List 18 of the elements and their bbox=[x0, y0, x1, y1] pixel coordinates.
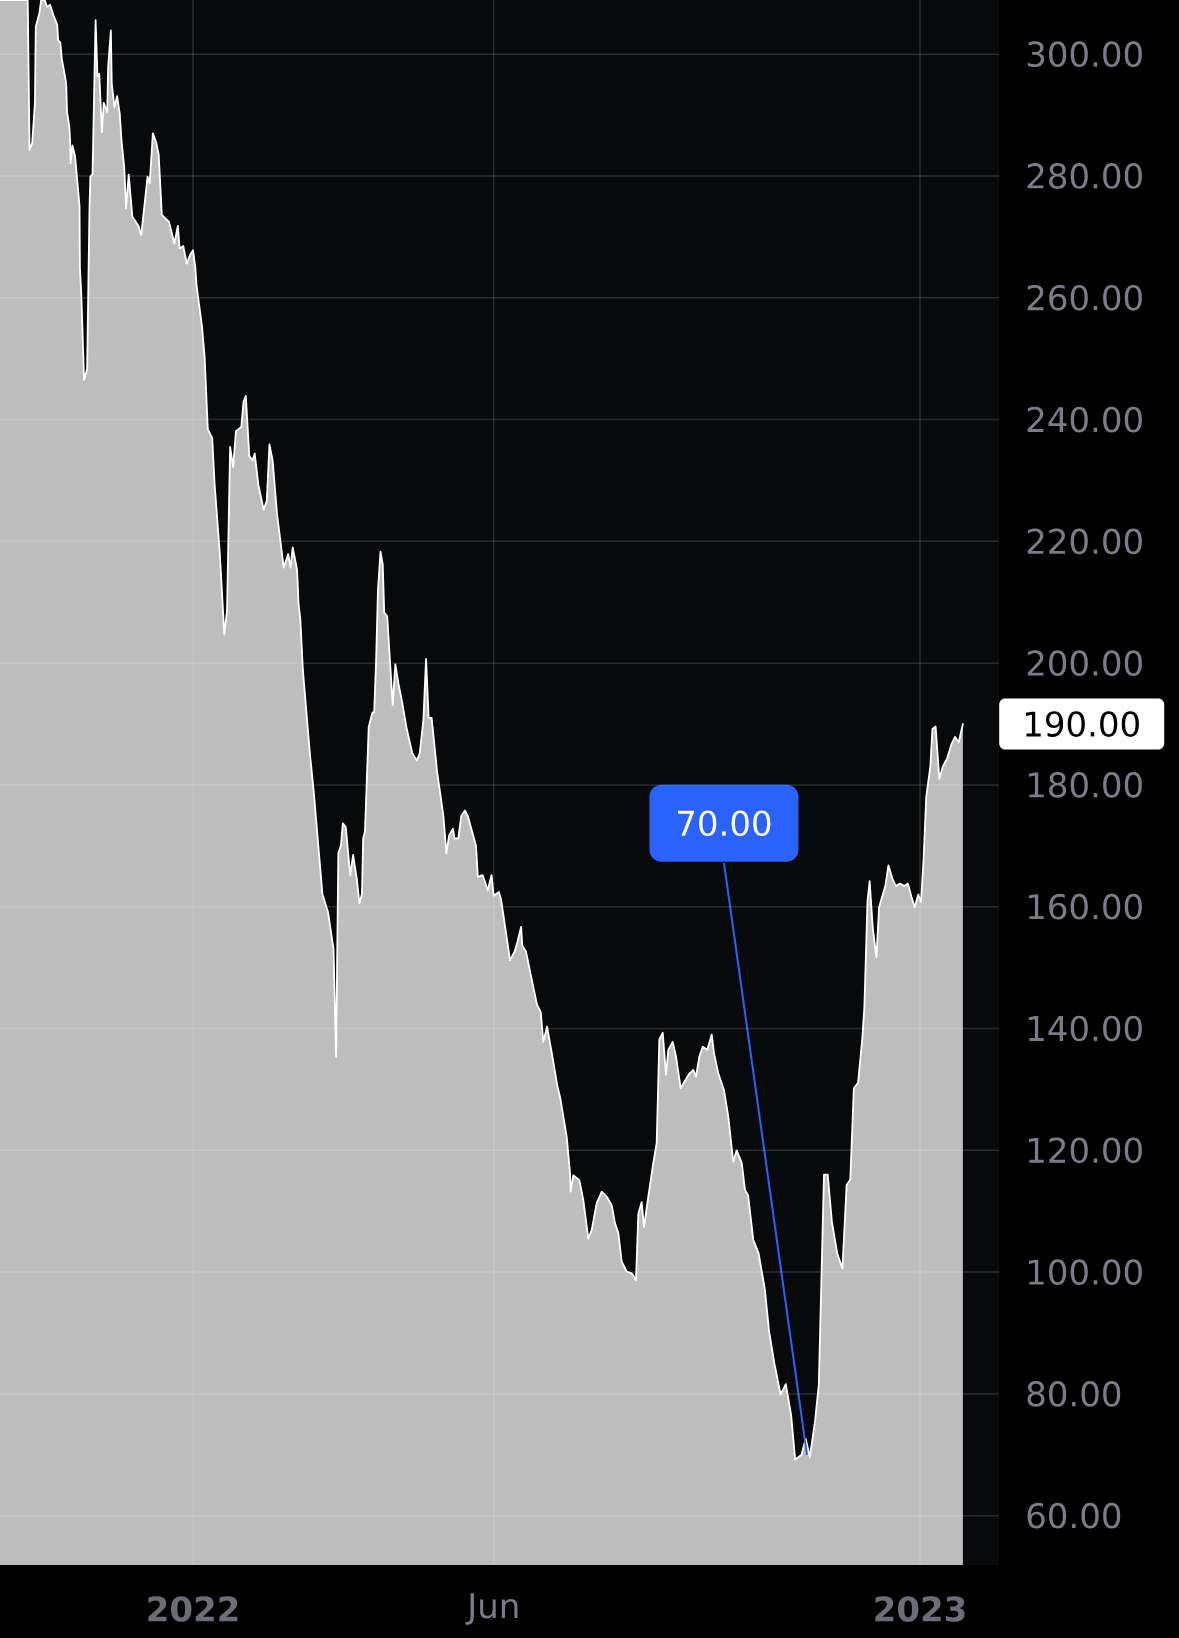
y-tick-label: 280.00 bbox=[1027, 163, 1142, 189]
y-tick-label: 180.00 bbox=[1028, 772, 1142, 798]
annotation: 70.00 bbox=[678, 810, 771, 837]
y-tick-label: 260.00 bbox=[1027, 284, 1142, 311]
y-tick-label: 140.00 bbox=[1028, 1015, 1142, 1042]
y-tick-label: 120.00 bbox=[1028, 1137, 1142, 1164]
y-tick-label: 200.00 bbox=[1027, 650, 1142, 676]
y-tick-label: 220.00 bbox=[1027, 528, 1142, 555]
y-tick-label: 60.00 bbox=[1027, 1502, 1121, 1529]
y-tick-label: 240.00 bbox=[1027, 406, 1142, 433]
y-tick-label: 100.00 bbox=[1028, 1259, 1142, 1285]
x-tick-label: Jun bbox=[465, 1593, 518, 1625]
x-tick-label: 2023 bbox=[875, 1596, 965, 1622]
x-tick-label: 2022 bbox=[148, 1596, 238, 1622]
y-tick-label: 300.00 bbox=[1027, 41, 1142, 68]
y-tick-label: 80.00 bbox=[1027, 1381, 1121, 1407]
annotation: 190.00 bbox=[1025, 711, 1139, 737]
y-tick-label: 160.00 bbox=[1028, 893, 1142, 920]
